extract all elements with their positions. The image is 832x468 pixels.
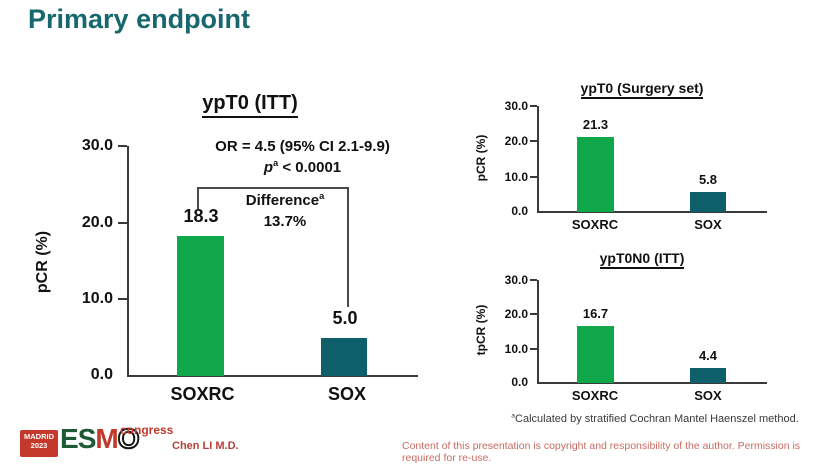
page-title: Primary endpoint bbox=[28, 4, 251, 34]
chart-title: ypT0N0 (ITT) bbox=[542, 250, 742, 269]
y-axis-label: tpCR (%) bbox=[474, 304, 488, 356]
comparison-bracket-left bbox=[197, 187, 199, 209]
y-axis-line bbox=[537, 280, 539, 383]
chart-title-text: ypT0 (ITT) bbox=[202, 92, 298, 118]
bar-value-sox: 4.4 bbox=[698, 348, 718, 363]
difference-label: Differencea bbox=[205, 191, 365, 209]
logo-city: MADRID bbox=[24, 432, 54, 441]
x-axis-line bbox=[127, 375, 418, 377]
esmo-letter-s: S bbox=[77, 423, 97, 454]
bar-value-soxrc: 16.7 bbox=[582, 306, 609, 321]
y-tick-label: 30.0 bbox=[504, 99, 528, 113]
y-tick bbox=[530, 279, 537, 281]
y-tick bbox=[530, 348, 537, 350]
difference-text: Difference bbox=[245, 192, 320, 209]
bar-sox bbox=[690, 191, 726, 212]
bar-soxrc bbox=[577, 325, 614, 383]
y-tick-label: 0.0 bbox=[511, 204, 528, 218]
bar-value-soxrc: 18.3 bbox=[183, 206, 219, 226]
bar-soxrc bbox=[577, 136, 614, 212]
p-symbol: p bbox=[263, 159, 273, 176]
x-axis-line bbox=[537, 211, 767, 213]
x-category-sox: SOX bbox=[694, 388, 722, 403]
chart-title-text: ypT0N0 (ITT) bbox=[599, 250, 685, 269]
y-tick bbox=[530, 176, 537, 178]
bar-value-sox: 5.8 bbox=[698, 172, 718, 187]
difference-superscript: a bbox=[319, 191, 325, 201]
logo-year: 2023 bbox=[30, 440, 48, 450]
y-tick-label: 10.0 bbox=[504, 170, 528, 184]
y-tick bbox=[530, 313, 537, 315]
y-tick-label: 10.0 bbox=[81, 290, 113, 307]
bar-value-sox: 5.0 bbox=[332, 308, 358, 328]
y-tick-label: 10.0 bbox=[504, 342, 528, 356]
chart-title: ypT0 (ITT) bbox=[130, 92, 370, 118]
esmo-letter-m: M bbox=[95, 423, 118, 454]
x-category-soxrc: SOXRC bbox=[571, 217, 619, 232]
bar-soxrc bbox=[177, 235, 224, 376]
footnote-text: Calculated by stratified Cochran Mantel … bbox=[515, 413, 799, 425]
y-tick-label: 0.0 bbox=[90, 366, 113, 383]
y-tick-label: 0.0 bbox=[511, 375, 528, 389]
footnote-superscript: a bbox=[511, 412, 516, 420]
y-tick-label: 20.0 bbox=[504, 307, 528, 321]
bar-value-soxrc: 21.3 bbox=[582, 117, 609, 132]
difference-value: 13.7% bbox=[263, 213, 307, 230]
p-value-annotation: pa < 0.0001 bbox=[165, 158, 440, 176]
esmo-congress-label: congress bbox=[120, 423, 174, 437]
y-tick bbox=[118, 298, 127, 300]
copyright-notice: Content of this presentation is copyrigh… bbox=[402, 440, 801, 464]
y-tick bbox=[530, 140, 537, 142]
y-axis-line bbox=[127, 146, 129, 376]
comparison-bracket-right bbox=[347, 187, 349, 307]
esmo-letter-e: E bbox=[60, 423, 79, 454]
y-axis-line bbox=[537, 106, 539, 212]
chart-title-text: ypT0 (Surgery set) bbox=[580, 80, 704, 99]
x-category-sox: SOX bbox=[327, 384, 366, 404]
esmo-letter-o: O bbox=[117, 422, 141, 455]
y-axis-label: pCR (%) bbox=[474, 134, 488, 182]
p-superscript: a bbox=[273, 158, 279, 168]
chart-title: ypT0 (Surgery set) bbox=[542, 80, 742, 99]
or-annotation: OR = 4.5 (95% CI 2.1-9.9) bbox=[215, 138, 390, 155]
comparison-bracket-top bbox=[197, 187, 349, 189]
x-axis-line bbox=[537, 382, 767, 384]
x-category-soxrc: SOXRC bbox=[170, 384, 235, 404]
x-category-sox: SOX bbox=[694, 217, 722, 232]
x-category-soxrc: SOXRC bbox=[571, 388, 619, 403]
presenter-name: Chen LI M.D. bbox=[172, 440, 239, 452]
bar-sox bbox=[321, 337, 367, 376]
y-tick-label: 30.0 bbox=[81, 137, 113, 154]
y-tick-label: 30.0 bbox=[504, 273, 528, 287]
y-tick bbox=[118, 145, 127, 147]
bar-sox bbox=[690, 367, 726, 383]
y-tick-label: 20.0 bbox=[504, 134, 528, 148]
y-tick-label: 20.0 bbox=[81, 214, 113, 231]
y-tick bbox=[118, 222, 127, 224]
esmo-logo: ESMO bbox=[60, 422, 141, 455]
footnote: aCalculated by stratified Cochran Mantel… bbox=[470, 412, 832, 425]
p-rest: < 0.0001 bbox=[278, 159, 342, 176]
y-tick bbox=[530, 105, 537, 107]
y-axis-label: pCR (%) bbox=[34, 230, 51, 294]
esmo-madrid-badge: MADRID 2023 bbox=[20, 430, 58, 457]
